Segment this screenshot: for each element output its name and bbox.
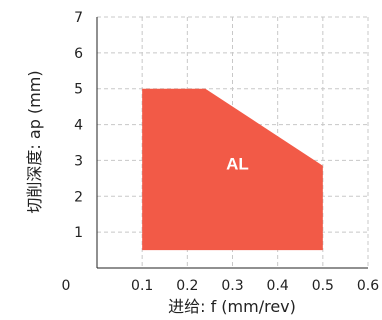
x-tick-label-3: 0.3 [221,278,243,294]
tick-labels: 1 2 3 4 5 6 7 0 0.1 0.2 0.3 0.4 0.5 0.6 [62,10,380,294]
y-tick-label-5: 6 [74,46,83,62]
y-tick-label-6: 7 [74,10,83,26]
y-tick-label-0: 1 [74,225,83,241]
regions: AL [142,88,323,251]
x-axis-title: 进给: f (mm/rev) [168,297,296,316]
x-tick-label-6: 0.6 [357,278,379,294]
region-al [142,88,323,251]
x-tick-label-0: 0 [62,278,71,294]
y-tick-label-1: 2 [74,189,83,205]
x-tick-label-5: 0.5 [312,278,334,294]
y-tick-label-3: 4 [74,118,83,134]
y-tick-label-4: 5 [74,82,83,98]
x-tick-label-1: 0.1 [131,278,153,294]
region-label-0: AL [226,154,249,173]
y-tick-label-2: 3 [74,153,83,169]
x-tick-label-4: 0.4 [267,278,289,294]
axes [96,17,368,269]
x-tick-label-2: 0.2 [176,278,198,294]
y-axis-title: 切削深度: ap (mm) [25,70,44,213]
